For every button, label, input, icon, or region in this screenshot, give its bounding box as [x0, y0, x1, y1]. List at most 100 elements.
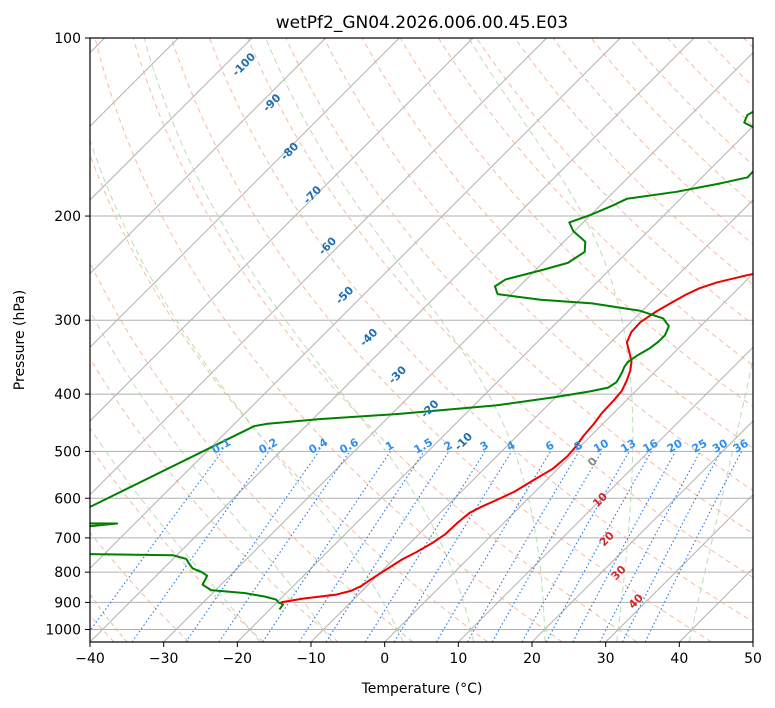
isotherm-line: [384, 272, 753, 642]
isotherm-line: [90, 38, 253, 201]
isotherm-line: [90, 38, 327, 275]
mixing-ratio-line: [644, 451, 742, 642]
wetbulb-label: -50: [333, 284, 356, 307]
dry-adiabat-line: [247, 38, 753, 578]
dry-adiabat-line: [552, 38, 753, 245]
dry-adiabat-line: [90, 446, 264, 642]
mixing-ratio-line: [572, 451, 677, 642]
x-tick-label: 10: [449, 651, 467, 667]
mixing-ratio-line: [298, 451, 425, 642]
dry-adiabat-line: [438, 38, 753, 366]
moist-adiabat-line: [688, 357, 753, 642]
isotherm-line: [90, 38, 548, 496]
mixing-ratio-label: 25: [690, 437, 710, 456]
moist-adiabat-line: [90, 309, 333, 642]
y-axis-label: Pressure (hPa): [12, 290, 28, 390]
mixing-ratio-line: [393, 451, 513, 642]
isotherm-line: [90, 38, 695, 642]
isotherm-line: [90, 38, 474, 422]
y-tick-label: 400: [54, 387, 81, 403]
mixing-ratio-label: 30: [710, 436, 730, 455]
mixing-ratio-line: [545, 451, 652, 642]
dry-adiabat-line: [90, 357, 339, 642]
dry-adiabat-line: [132, 38, 638, 642]
plot-frame: [89, 37, 754, 643]
dry-adiabat-line: [743, 38, 753, 49]
dry-adiabat-line: [285, 38, 753, 535]
y-axis: 100 200 300 400 500 600 700 800 900 1000: [45, 31, 90, 638]
x-tick-label: −30: [149, 651, 179, 667]
wetbulb-label: -20: [418, 397, 441, 420]
y-tick-label: 200: [54, 209, 81, 225]
isotherm-line: [163, 51, 753, 642]
temperature-line: [280, 272, 753, 604]
dry-adiabat-line: [90, 531, 190, 642]
isotherm-line: [457, 346, 753, 642]
moist-adiabat-line: [468, 38, 634, 642]
mixing-ratio-label: 13: [619, 437, 639, 456]
dry-adiabat-line: [94, 38, 563, 642]
moist-adiabat-line: [90, 427, 261, 642]
dry-adiabat-line: [514, 38, 753, 285]
wetbulb-label: -40: [357, 326, 380, 349]
y-tick-label: 900: [54, 595, 81, 611]
wetbulb-label: -80: [278, 140, 301, 163]
wetbulb-label: -100: [230, 50, 259, 79]
x-tick-label: 40: [670, 651, 688, 667]
x-tick-label: 50: [744, 651, 762, 667]
dry-adiabat-line: [90, 153, 488, 642]
x-axis-label: Temperature (°C): [361, 681, 483, 697]
mixing-ratio-label: 36: [731, 436, 751, 455]
wetbulb-label: 20: [597, 529, 617, 549]
isotherm-line: [90, 38, 400, 349]
mixing-ratio-line: [185, 451, 320, 642]
mixing-ratio-line: [621, 451, 722, 642]
wetbulb-label: 30: [609, 563, 629, 583]
wetbulb-label: -60: [316, 234, 339, 257]
chart-title: wetPf2_GN04.2026.006.00.45.E03: [276, 13, 568, 33]
x-tick-label: 20: [523, 651, 541, 667]
mixing-ratio-label: 10: [591, 436, 611, 455]
wetbulb-label: -70: [301, 183, 324, 206]
mixing-ratio-label: 0.4: [307, 435, 331, 456]
isotherm-line: [310, 199, 753, 642]
dry-adiabat-line: [399, 38, 753, 408]
moist-adiabat-line: [143, 38, 475, 642]
y-tick-label: 600: [54, 491, 81, 507]
x-tick-label: −40: [75, 651, 105, 667]
mixing-ratio-label: 20: [665, 436, 685, 455]
x-tick-label: 30: [597, 651, 615, 667]
mixing-ratio-line: [90, 451, 223, 632]
isotherm-line: [678, 567, 753, 642]
y-tick-label: 300: [54, 313, 81, 329]
dry-adiabat-line: [209, 38, 753, 623]
plot-area: 0.1 0.2 0.4 0.6 1 1.5 2 3 4 6 8 10 13 16 20 25 30 36-100-…: [90, 38, 753, 642]
mixing-ratio-label: 0.6: [337, 435, 361, 456]
y-tick-label: 1000: [45, 622, 81, 638]
y-tick-label: 700: [54, 531, 81, 547]
wetbulb-label: 40: [626, 591, 646, 611]
wetbulb-label: 0: [585, 454, 600, 469]
mixing-ratio-line: [131, 451, 270, 642]
moist-adiabat-line: [90, 138, 404, 642]
x-tick-label: −20: [223, 651, 253, 667]
dry-adiabat-line: [667, 38, 753, 127]
isotherm-line: [605, 493, 753, 642]
mixing-ratio-line: [262, 451, 391, 642]
y-tick-label: 500: [54, 444, 81, 460]
wetbulb-label: -10: [452, 430, 475, 453]
isotherm-line: [90, 38, 621, 570]
mixing-ratio-label: 1.5: [412, 436, 435, 457]
mixing-ratio-label: 16: [641, 436, 661, 455]
moist-adiabat-line: [265, 38, 546, 642]
mixing-ratio-line: [521, 451, 630, 642]
isotherm-line: [752, 641, 753, 642]
x-axis: −40 −30 −20 −10 0 10 20 30 40 50: [75, 642, 762, 667]
isotherm-line: [236, 125, 753, 642]
x-tick-label: 0: [380, 651, 389, 667]
dry-adiabat-line: [590, 38, 753, 206]
dry-adiabat-line: [170, 38, 712, 642]
x-tick-label: −10: [296, 651, 326, 667]
mixing-ratio-line: [599, 451, 701, 642]
